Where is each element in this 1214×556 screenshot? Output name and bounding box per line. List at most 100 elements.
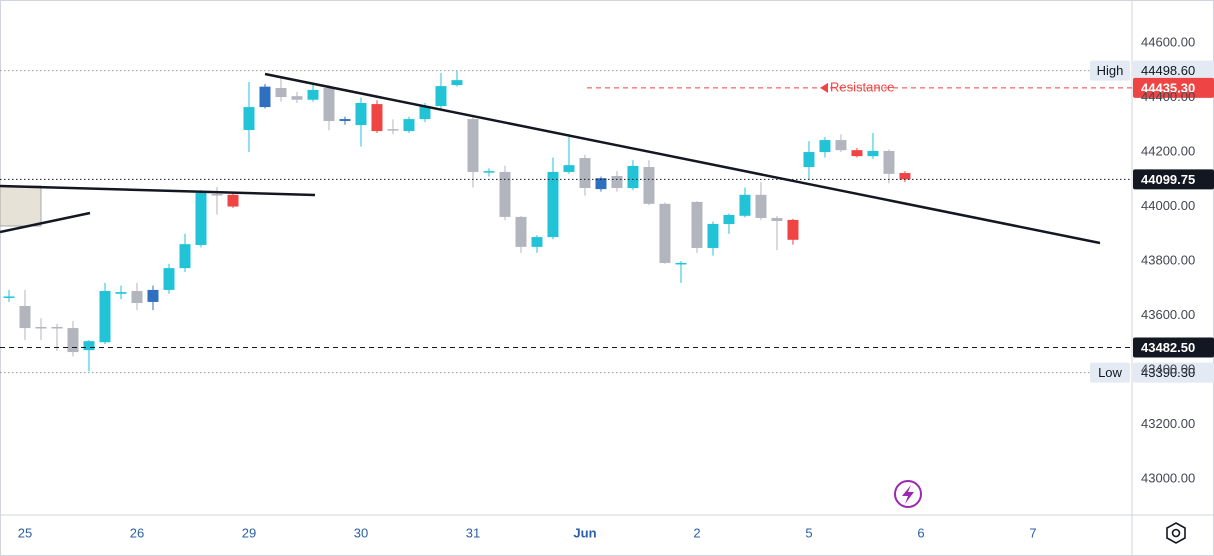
- candle-body: [803, 152, 815, 168]
- y-tick-label: 43200.00: [1141, 416, 1195, 431]
- candle-body: [355, 103, 367, 126]
- candle-body: [499, 171, 511, 217]
- y-tick-label: 43600.00: [1141, 307, 1195, 322]
- candle-body: [771, 217, 783, 221]
- x-tick-label: 5: [805, 525, 812, 540]
- candle-body: [739, 194, 751, 216]
- x-tick-label: 25: [18, 525, 32, 540]
- x-tick-label: 26: [130, 525, 144, 540]
- price-tag: [1133, 362, 1214, 383]
- candle-body: [531, 237, 543, 247]
- candle-body: [659, 203, 671, 263]
- replay-icon[interactable]: [894, 480, 922, 508]
- candle-body: [227, 194, 239, 207]
- candle-body: [787, 219, 799, 240]
- candle-body: [275, 88, 287, 98]
- price-line-name-box: [1090, 60, 1130, 81]
- candle-body: [387, 129, 399, 131]
- y-tick-label: 43400.00: [1141, 361, 1195, 376]
- candle-body: [883, 150, 895, 174]
- x-tick-label: 31: [466, 525, 480, 540]
- candle-body: [147, 289, 159, 302]
- candle-body: [467, 119, 479, 172]
- candle-body: [563, 165, 575, 172]
- price-tag: [1133, 337, 1214, 358]
- candle-body: [707, 223, 719, 248]
- candle-body: [115, 292, 127, 294]
- x-tick-label: 2: [693, 525, 700, 540]
- candle-body: [371, 104, 383, 132]
- candle-body: [675, 262, 687, 265]
- price-tags: 44498.60 High 44435.30 Resistance 44099.75 43…: [820, 60, 1214, 383]
- price-tag-label: 43482.50: [1141, 340, 1195, 355]
- candle-body: [243, 107, 255, 130]
- price-tag-label: 43390.30: [1141, 365, 1195, 380]
- y-tick-label: 44200.00: [1141, 143, 1195, 158]
- candle-body: [515, 216, 527, 247]
- candle-body: [19, 306, 31, 329]
- y-tick-label: 44400.00: [1141, 89, 1195, 104]
- price-line-name-box: [1090, 362, 1130, 383]
- x-tick-label: 7: [1029, 525, 1036, 540]
- price-line-marker: [820, 82, 828, 93]
- candle-body: [3, 296, 15, 298]
- price-tag: [1133, 60, 1214, 81]
- candle-body: [259, 86, 271, 108]
- candle-body: [899, 173, 911, 180]
- candle-body: [451, 80, 463, 86]
- candle-body: [643, 167, 655, 204]
- candle-body: [627, 165, 639, 189]
- candle-body: [99, 291, 111, 343]
- price-line-name: High: [1097, 63, 1124, 78]
- price-tag: [1133, 169, 1214, 190]
- y-tick-label: 44600.00: [1141, 34, 1195, 49]
- candle-body: [547, 171, 559, 238]
- candle-body: [211, 194, 223, 196]
- candle-body: [403, 119, 415, 132]
- x-tick-label: 6: [917, 525, 924, 540]
- settings-icon[interactable]: [1166, 522, 1186, 544]
- candle-body: [723, 214, 735, 224]
- trend-line[interactable]: [0, 184, 316, 197]
- candle-body: [339, 119, 351, 121]
- trend-line[interactable]: [264, 72, 1101, 245]
- price-line-name: Resistance: [830, 79, 894, 94]
- y-tick-label: 43800.00: [1141, 252, 1195, 267]
- candle-body: [435, 86, 447, 106]
- candle-body: [851, 150, 863, 157]
- candle-body: [307, 89, 319, 100]
- x-tick-label: 29: [242, 525, 256, 540]
- price-tag: [1133, 77, 1214, 98]
- candle-body: [755, 194, 767, 218]
- candle-body: [163, 268, 175, 290]
- candle-body: [595, 178, 607, 190]
- plot-area: [0, 70, 1132, 374]
- candle-body: [691, 201, 703, 248]
- candle-body: [579, 158, 591, 189]
- price-tag-label: 44498.60: [1141, 63, 1195, 78]
- candle-body: [35, 326, 47, 329]
- y-tick-label: 44000.00: [1141, 198, 1195, 213]
- candle-body: [835, 140, 847, 151]
- candle-body: [51, 326, 63, 329]
- candle-body: [179, 244, 191, 269]
- candle-body: [67, 328, 79, 353]
- x-tick-label: Jun: [573, 525, 596, 540]
- candle-body: [819, 140, 831, 153]
- x-tick-label: 30: [354, 525, 368, 540]
- trend-line[interactable]: [0, 211, 91, 234]
- candle-body: [483, 171, 495, 173]
- price-tag-label: 44099.75: [1141, 172, 1195, 187]
- price-line-name: Low: [1098, 365, 1122, 380]
- y-tick-label: 43000.00: [1141, 470, 1195, 485]
- price-tag-label: 44435.30: [1141, 80, 1195, 95]
- candle-body: [611, 176, 623, 189]
- candle-body: [291, 96, 303, 100]
- candle-body: [131, 291, 143, 304]
- drawn-rectangle[interactable]: [0, 185, 42, 227]
- candle-body: [195, 192, 207, 245]
- candle-body: [83, 341, 95, 351]
- candle-body: [419, 105, 431, 120]
